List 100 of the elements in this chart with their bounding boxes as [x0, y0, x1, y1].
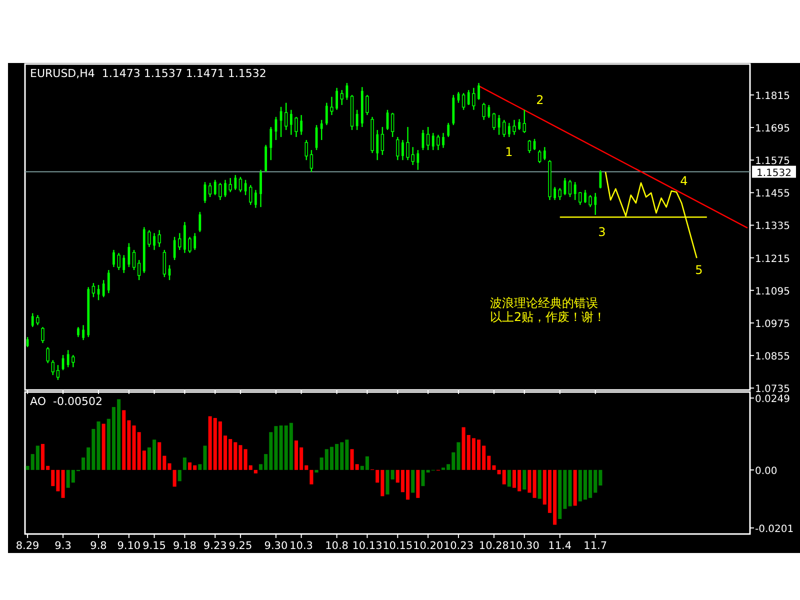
y-tick-label: 1.1215: [755, 254, 790, 265]
x-tick-label: 8.29: [16, 540, 40, 552]
candlestick: [564, 177, 566, 196]
candlestick: [107, 269, 110, 294]
candlestick: [310, 149, 314, 173]
candlestick: [56, 364, 60, 381]
candlestick: [188, 236, 192, 254]
candlestick: [442, 132, 444, 148]
candlestick: [376, 129, 379, 161]
candlestick: [300, 114, 303, 136]
candlestick: [588, 194, 592, 208]
annotation: 3: [598, 225, 606, 239]
candlestick: [270, 126, 272, 161]
bar: [411, 470, 415, 493]
x-tick-label: 9.18: [173, 540, 196, 552]
x-tick-label: 9.10: [117, 540, 141, 552]
candlestick: [432, 132, 434, 151]
annotation: 波浪理论经典的错误: [490, 296, 598, 310]
candlestick: [380, 126, 384, 156]
bar: [178, 470, 182, 482]
candlestick: [36, 314, 40, 326]
candlestick: [518, 118, 521, 131]
candlestick: [158, 230, 161, 248]
candlestick: [522, 109, 526, 134]
candlestick: [294, 116, 298, 138]
annotation: 以上2贴，作废！谢！: [490, 310, 606, 324]
bar: [507, 470, 511, 487]
candlestick: [148, 230, 151, 248]
y-tick-label: 1.0975: [755, 318, 790, 330]
x-tick-label: 9.8: [90, 540, 107, 552]
candlestick: [31, 312, 34, 328]
ref-line-label: 1.1532: [756, 168, 792, 179]
candlestick: [260, 169, 262, 208]
candlestick: [194, 232, 196, 251]
candlestick: [396, 136, 400, 161]
candlestick: [102, 279, 105, 298]
candlestick: [228, 177, 232, 193]
y-tick-label: 1.0855: [755, 352, 790, 363]
bar: [416, 470, 420, 498]
y-tick-label: 1.1455: [755, 188, 790, 200]
candlestick: [390, 112, 394, 138]
candlestick: [290, 109, 292, 136]
candlestick: [51, 360, 54, 376]
candlestick: [478, 82, 480, 100]
candlestick: [128, 242, 130, 268]
y-tick-label: 1.0735: [755, 384, 790, 396]
bar: [532, 470, 536, 498]
candlestick: [66, 350, 70, 368]
x-tick-label: 10.3: [290, 540, 314, 552]
candlestick: [117, 252, 120, 271]
candlestick: [543, 146, 546, 161]
bar: [573, 470, 577, 506]
candlestick: [508, 122, 510, 138]
candlestick: [336, 87, 338, 110]
candlestick: [320, 119, 323, 141]
candlestick: [72, 354, 75, 368]
bar: [61, 470, 65, 498]
bar: [102, 424, 106, 470]
x-tick-label: 11.4: [548, 540, 572, 552]
candlestick: [492, 112, 496, 131]
candlestick: [346, 82, 348, 100]
chart-title: EURUSD,H4 1.1473 1.1537 1.1471 1.1532: [30, 67, 266, 80]
candlestick: [325, 102, 328, 126]
candlestick: [137, 259, 141, 281]
candlestick: [554, 186, 556, 201]
candlestick: [402, 139, 404, 161]
candlestick: [234, 174, 237, 191]
x-tick-label: 9.30: [264, 540, 288, 552]
x-tick-label: 10.28: [478, 540, 509, 552]
candlestick: [224, 179, 226, 198]
candlestick: [284, 102, 288, 131]
x-tick-label: 10.15: [382, 540, 413, 552]
y-tick-label: 1.1815: [755, 90, 790, 102]
annotation: 1: [505, 145, 513, 159]
y-tick-label: -0.0201: [755, 524, 794, 535]
candlestick: [254, 189, 257, 208]
x-tick-label: 9.25: [228, 540, 252, 552]
candlestick: [558, 187, 562, 201]
candlestick: [214, 179, 216, 196]
bar: [254, 470, 258, 474]
x-tick-label: 9.3: [54, 540, 72, 552]
x-tick-label: 10.8: [325, 540, 348, 552]
candlestick: [92, 282, 96, 298]
bar: [522, 470, 526, 490]
y-tick-label: 1.1095: [755, 286, 790, 298]
bar: [172, 470, 176, 487]
candlestick: [538, 149, 542, 164]
candlestick: [462, 92, 466, 110]
candlestick: [416, 149, 420, 170]
candlestick: [82, 324, 85, 341]
candlestick: [472, 87, 476, 110]
candlestick: [122, 254, 126, 274]
candlestick: [249, 184, 252, 206]
candlestick: [340, 89, 344, 106]
candlestick: [584, 189, 586, 204]
candlestick: [41, 326, 44, 344]
x-tick-label: 10.13: [352, 540, 382, 552]
candlestick: [568, 179, 572, 198]
chart-title: AO -0.00502: [30, 395, 102, 408]
candlestick: [599, 170, 602, 189]
